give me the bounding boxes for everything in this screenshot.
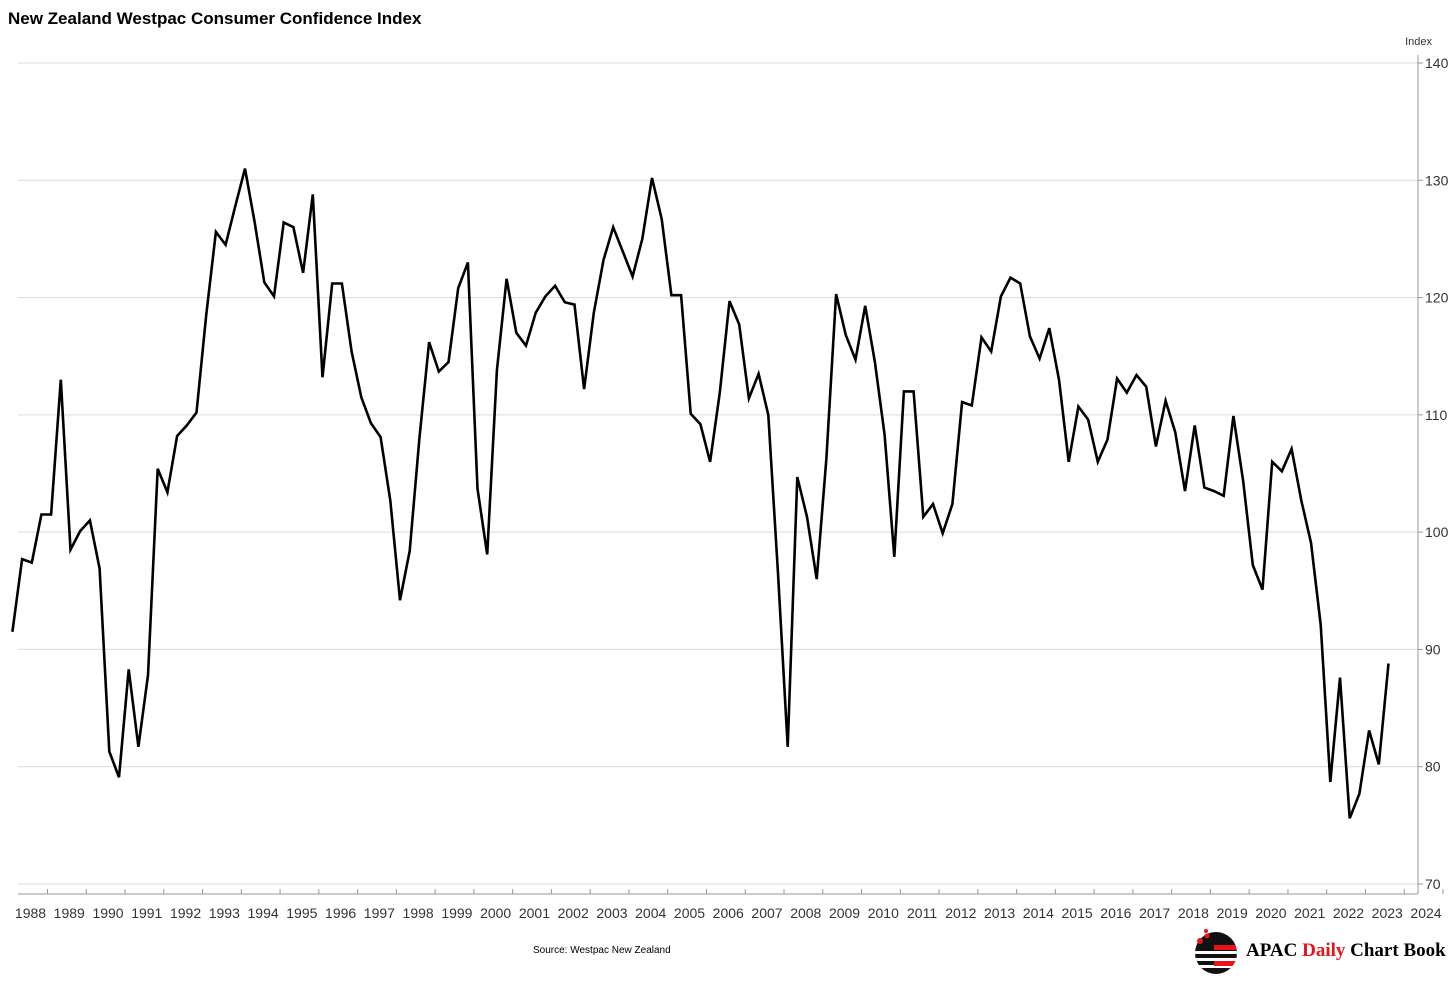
gridlines	[18, 62, 1418, 885]
x-tick-label-2002: 2002	[558, 905, 589, 921]
x-tick-label-2000: 2000	[480, 905, 511, 921]
x-tick-label-1996: 1996	[325, 905, 356, 921]
x-tick-label-2013: 2013	[984, 905, 1015, 921]
x-tick-label-2016: 2016	[1100, 905, 1131, 921]
y-tick-label-130: 130	[1425, 172, 1449, 188]
x-tick-label-1992: 1992	[170, 905, 201, 921]
x-tick-label-2024: 2024	[1410, 905, 1441, 921]
y-tick-label-140: 140	[1425, 55, 1449, 71]
x-tick-label-1991: 1991	[131, 905, 162, 921]
series-layer	[11, 168, 1390, 819]
x-tick-label-1995: 1995	[286, 905, 317, 921]
x-tick-label-2003: 2003	[596, 905, 627, 921]
series-line-0	[11, 168, 1390, 819]
x-tick-label-2005: 2005	[674, 905, 705, 921]
chart-title: New Zealand Westpac Consumer Confidence …	[8, 9, 422, 28]
y-tick-label-100: 100	[1425, 524, 1449, 540]
tick-labels: 70 80 90 100 110 120 130 140 Index 1988 1989 1990 19…	[15, 36, 1449, 921]
x-tick-label-2009: 2009	[829, 905, 860, 921]
x-tick-label-2012: 2012	[945, 905, 976, 921]
x-tick-label-1989: 1989	[54, 905, 85, 921]
x-tick-label-2010: 2010	[868, 905, 899, 921]
x-tick-label-1999: 1999	[441, 905, 472, 921]
x-tick-label-2001: 2001	[519, 905, 550, 921]
y-tick-label-70: 70	[1425, 876, 1441, 892]
x-tick-label-2014: 2014	[1023, 905, 1054, 921]
x-tick-label-2006: 2006	[713, 905, 744, 921]
x-tick-label-1997: 1997	[364, 905, 395, 921]
y-tick-label-80: 80	[1425, 759, 1441, 775]
x-tick-label-1990: 1990	[92, 905, 123, 921]
x-tick-label-2021: 2021	[1294, 905, 1325, 921]
x-tick-label-2008: 2008	[790, 905, 821, 921]
x-tick-label-2007: 2007	[751, 905, 782, 921]
brand-name: APAC Daily Chart Book	[1246, 940, 1446, 961]
x-tick-label-1993: 1993	[209, 905, 240, 921]
x-tick-label-2019: 2019	[1217, 905, 1248, 921]
x-tick-label-2004: 2004	[635, 905, 666, 921]
x-tick-label-2011: 2011	[907, 905, 937, 921]
x-tick-label-1988: 1988	[15, 905, 46, 921]
x-tick-label-1994: 1994	[248, 905, 279, 921]
y-tick-label-90: 90	[1425, 641, 1441, 657]
brand-logo: APAC Daily Chart Book	[1192, 926, 1446, 976]
x-tick-label-1998: 1998	[403, 905, 434, 921]
y-tick-label-110: 110	[1425, 407, 1448, 423]
y-tick-label-120: 120	[1425, 290, 1449, 306]
x-tick-label-2015: 2015	[1062, 905, 1093, 921]
y-axis-title: Index	[1405, 36, 1432, 48]
x-tick-label-2018: 2018	[1178, 905, 1209, 921]
x-tick-label-2022: 2022	[1333, 905, 1364, 921]
axes	[18, 55, 1444, 895]
x-tick-label-2017: 2017	[1139, 905, 1170, 921]
source-note: Source: Westpac New Zealand	[533, 945, 671, 956]
brand-logo-icon	[1195, 929, 1237, 974]
x-tick-label-2020: 2020	[1255, 905, 1286, 921]
x-tick-label-2023: 2023	[1372, 905, 1403, 921]
